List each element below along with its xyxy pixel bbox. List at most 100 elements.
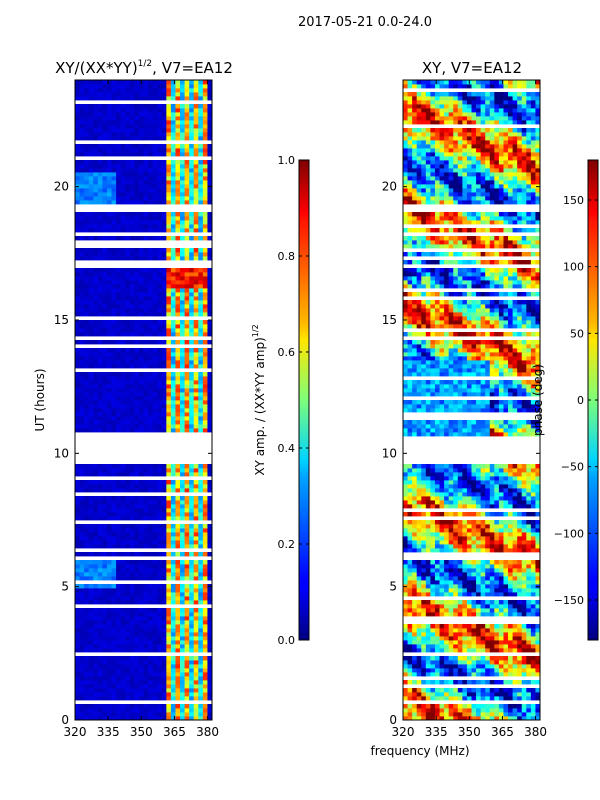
heatmap-cell bbox=[75, 192, 80, 197]
heatmap-cell bbox=[517, 644, 523, 649]
heatmap-cell bbox=[75, 552, 80, 557]
heatmap-cell bbox=[416, 604, 422, 609]
heatmap-cell bbox=[403, 716, 408, 721]
heatmap-cell bbox=[97, 484, 103, 489]
heatmap-cell bbox=[480, 576, 486, 581]
heatmap-cell bbox=[79, 192, 85, 197]
heatmap-cell bbox=[457, 584, 463, 589]
heatmap-cell bbox=[84, 380, 90, 385]
heatmap-cell bbox=[202, 424, 208, 429]
heatmap-cell bbox=[193, 392, 199, 397]
heatmap-cell bbox=[526, 548, 532, 553]
figure-suptitle: 2017-05-21 0.0-24.0 bbox=[298, 15, 432, 30]
heatmap-cell bbox=[120, 428, 126, 433]
heatmap-cell bbox=[202, 152, 208, 157]
heatmap-cell bbox=[120, 364, 126, 369]
heatmap-cell bbox=[75, 392, 80, 397]
heatmap-cell bbox=[193, 364, 199, 369]
heatmap-cell bbox=[193, 692, 199, 697]
heatmap-cell bbox=[202, 164, 208, 169]
heatmap-cell bbox=[207, 180, 213, 185]
heatmap-cell bbox=[476, 584, 482, 589]
heatmap-cell bbox=[202, 300, 208, 305]
heatmap-cell bbox=[129, 644, 135, 649]
heatmap-cell bbox=[106, 396, 112, 401]
heatmap-cell bbox=[161, 172, 167, 177]
heatmap-cell bbox=[157, 632, 163, 637]
heatmap-cell bbox=[75, 188, 80, 193]
heatmap-cell bbox=[75, 588, 80, 593]
heatmap-cell bbox=[88, 512, 94, 517]
heatmap-cell bbox=[157, 296, 163, 301]
heatmap-cell bbox=[170, 276, 176, 281]
heatmap-cell bbox=[193, 388, 199, 393]
heatmap-cell bbox=[180, 496, 185, 501]
heatmap-cell bbox=[75, 560, 80, 565]
heatmap-cell bbox=[202, 656, 208, 661]
heatmap-cell bbox=[512, 548, 518, 553]
heatmap-cell bbox=[535, 580, 541, 585]
heatmap-cell bbox=[88, 128, 94, 133]
heatmap-cell bbox=[503, 632, 509, 637]
heatmap-cell bbox=[526, 648, 532, 653]
heatmap-cell bbox=[97, 372, 103, 377]
heatmap-cell bbox=[439, 704, 445, 709]
heatmap-cell bbox=[111, 268, 117, 273]
heatmap-cell bbox=[120, 544, 126, 549]
heatmap-cell bbox=[439, 656, 445, 661]
heatmap-cell bbox=[120, 692, 126, 697]
heatmap-cell bbox=[75, 632, 80, 637]
heatmap-cell bbox=[170, 284, 176, 289]
heatmap-cell bbox=[485, 548, 491, 553]
heatmap-cell bbox=[202, 196, 208, 201]
heatmap-cell bbox=[125, 248, 131, 253]
heatmap-cell bbox=[157, 200, 163, 205]
heatmap-cell bbox=[134, 288, 140, 293]
heatmap-cell bbox=[120, 536, 126, 541]
heatmap-cell bbox=[152, 416, 158, 421]
heatmap-cell bbox=[170, 96, 176, 101]
heatmap-cell bbox=[93, 528, 99, 533]
heatmap-cell bbox=[184, 704, 190, 709]
heatmap-cell bbox=[198, 672, 204, 677]
heatmap-cell bbox=[189, 412, 195, 417]
heatmap-cell bbox=[97, 636, 103, 641]
heatmap-cell bbox=[416, 576, 422, 581]
heatmap-cell bbox=[161, 380, 167, 385]
heatmap-cell bbox=[88, 496, 94, 501]
heatmap-cell bbox=[84, 132, 90, 137]
heatmap-cell bbox=[193, 96, 199, 101]
heatmap-cell bbox=[448, 580, 454, 585]
heatmap-cell bbox=[175, 484, 181, 489]
heatmap-cell bbox=[202, 92, 208, 97]
heatmap-cell bbox=[102, 352, 108, 357]
heatmap-cell bbox=[161, 164, 167, 169]
heatmap-cell bbox=[517, 672, 523, 677]
heatmap-cell bbox=[512, 708, 518, 713]
heatmap-cell bbox=[184, 96, 190, 101]
heatmap-cell bbox=[129, 396, 135, 401]
heatmap-cell bbox=[166, 696, 172, 701]
heatmap-cell bbox=[143, 636, 149, 641]
heatmap-cell bbox=[189, 616, 195, 621]
heatmap-cell bbox=[143, 304, 149, 309]
heatmap-cell bbox=[79, 608, 85, 613]
heatmap-cell bbox=[97, 216, 103, 221]
heatmap-cell bbox=[102, 416, 108, 421]
heatmap-cell bbox=[88, 216, 94, 221]
heatmap-cell bbox=[152, 380, 158, 385]
heatmap-cell bbox=[134, 704, 140, 709]
heatmap-cell bbox=[526, 568, 532, 573]
heatmap-cell bbox=[143, 112, 149, 117]
heatmap-cell bbox=[457, 548, 463, 553]
heatmap-cell bbox=[75, 252, 80, 257]
heatmap-cell bbox=[198, 268, 204, 273]
heatmap-cell bbox=[202, 280, 208, 285]
heatmap-cell bbox=[189, 96, 195, 101]
heatmap-cell bbox=[175, 236, 181, 241]
heatmap-cell bbox=[161, 516, 167, 521]
heatmap-cell bbox=[166, 172, 172, 177]
heatmap-cell bbox=[503, 644, 509, 649]
heatmap-cell bbox=[448, 592, 454, 597]
